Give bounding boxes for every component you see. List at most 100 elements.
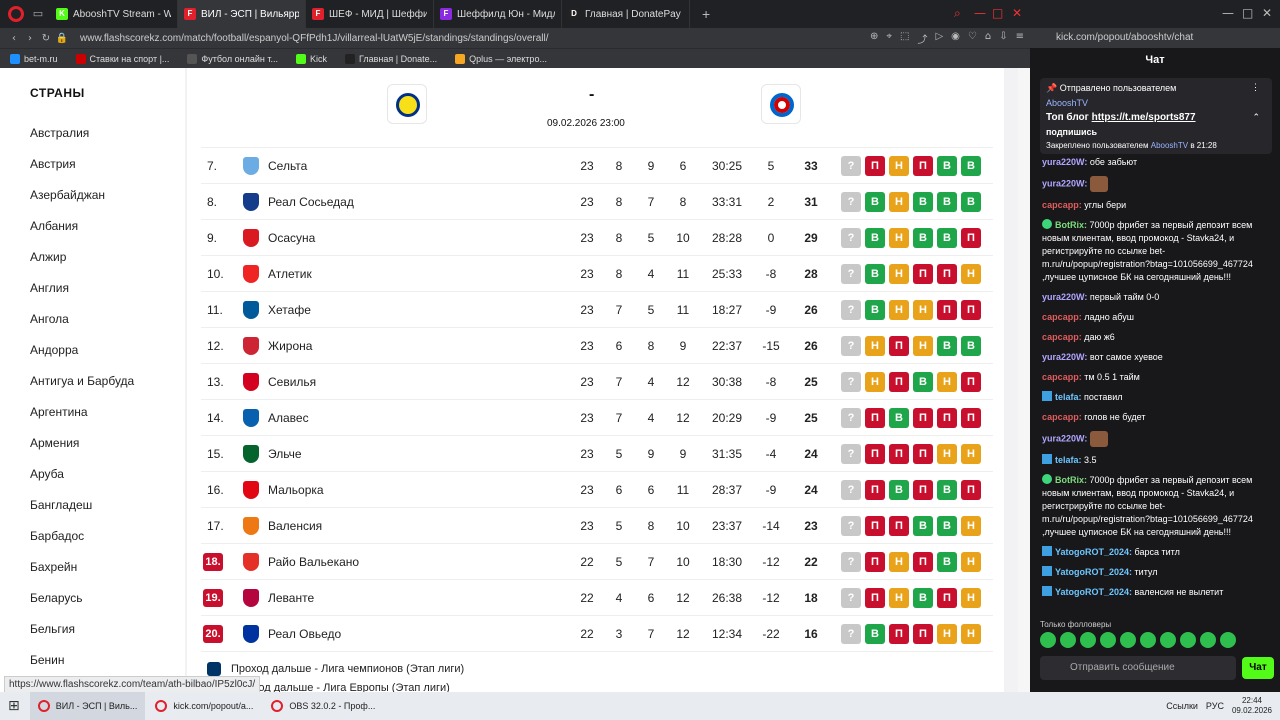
lang-indicator[interactable]: РУС xyxy=(1205,701,1224,711)
home-icon[interactable]: ⌂ xyxy=(984,31,992,42)
opera-logo-icon[interactable] xyxy=(8,6,24,22)
emote-icon[interactable] xyxy=(1140,632,1156,648)
form-badge[interactable]: Н xyxy=(961,516,981,536)
form-badge[interactable]: ? xyxy=(841,588,861,608)
pinned-sent-user[interactable]: AbooshTV xyxy=(1046,98,1089,108)
form-badge[interactable]: Н xyxy=(961,264,981,284)
chat-input[interactable]: Отправить сообщение xyxy=(1040,656,1236,680)
team-name-link[interactable]: Мальорка xyxy=(268,483,324,497)
form-badge[interactable]: В xyxy=(937,156,957,176)
form-badge[interactable]: П xyxy=(889,336,909,356)
close-icon[interactable]: ✕ xyxy=(1012,6,1023,20)
form-badge[interactable]: ? xyxy=(841,480,861,500)
form-badge[interactable]: П xyxy=(865,516,885,536)
play-icon[interactable]: ▷ xyxy=(935,31,944,42)
form-badge[interactable]: Н xyxy=(889,156,909,176)
clock[interactable]: 22:44 09.02.2026 xyxy=(1232,696,1272,716)
forward-icon[interactable]: › xyxy=(28,32,32,44)
form-badge[interactable]: Н xyxy=(889,228,909,248)
form-badge[interactable]: Н xyxy=(889,300,909,320)
chat-username[interactable]: yura220W: xyxy=(1042,292,1088,302)
chat-username[interactable]: telafa: xyxy=(1055,392,1082,402)
form-badge[interactable]: В xyxy=(913,372,933,392)
links-label[interactable]: Ссылки xyxy=(1166,701,1198,711)
form-badge[interactable]: П xyxy=(889,444,909,464)
maximize-icon[interactable]: □ xyxy=(992,6,1004,20)
form-badge[interactable]: П xyxy=(865,408,885,428)
form-badge[interactable]: П xyxy=(961,300,981,320)
emote-icon[interactable] xyxy=(1120,632,1136,648)
team-name-link[interactable]: Алавес xyxy=(268,411,309,425)
snapshot-icon[interactable]: ⬚ xyxy=(900,31,910,42)
url-field[interactable]: www.flashscorekz.com/match/football/espa… xyxy=(80,32,549,44)
emote-icon[interactable] xyxy=(1180,632,1196,648)
chat-username[interactable]: сарсарр: xyxy=(1042,332,1082,342)
unpin-icon[interactable]: ⋮ xyxy=(1251,82,1260,92)
browser-tab[interactable]: D Главная | DonatePay xyxy=(562,0,690,28)
chat-username[interactable]: сарсарр: xyxy=(1042,200,1082,210)
table-row[interactable]: 19. Леванте 22 4 6 12 26:38 -12 18? П Н В П Н xyxy=(201,580,993,616)
table-row[interactable]: 14. Алавес 23 7 4 12 20:29 -9 25? П В П П П xyxy=(201,400,993,436)
form-badge[interactable]: В xyxy=(937,192,957,212)
form-badge[interactable]: В xyxy=(937,552,957,572)
bookmark-item[interactable]: Qplus — электро... xyxy=(455,53,547,64)
emote-icon[interactable] xyxy=(1040,632,1056,648)
form-badge[interactable]: В xyxy=(961,336,981,356)
form-badge[interactable]: П xyxy=(865,156,885,176)
form-badge[interactable]: Н xyxy=(937,624,957,644)
table-row[interactable]: 11. Хетафе 23 7 5 11 18:27 -9 26? В Н Н П П xyxy=(201,292,993,328)
form-badge[interactable]: В xyxy=(937,516,957,536)
country-link[interactable]: Австралия xyxy=(30,126,90,140)
team-name-link[interactable]: Сельта xyxy=(268,159,308,173)
bookmark-item[interactable]: bet-m.ru xyxy=(10,53,58,64)
team-name-link[interactable]: Севилья xyxy=(268,375,317,389)
form-badge[interactable]: П xyxy=(889,516,909,536)
form-badge[interactable]: ? xyxy=(841,336,861,356)
form-badge[interactable]: Н xyxy=(913,336,933,356)
country-link[interactable]: Беларусь xyxy=(30,591,83,605)
form-badge[interactable]: Н xyxy=(937,372,957,392)
form-badge[interactable]: В xyxy=(913,192,933,212)
bookmark-item[interactable]: Ставки на спорт |... xyxy=(75,53,169,64)
table-row[interactable] xyxy=(201,112,993,148)
form-badge[interactable]: П xyxy=(913,156,933,176)
home-team-logo[interactable] xyxy=(387,84,427,124)
taskbar-app[interactable]: OBS 32.0.2 - Проф... xyxy=(263,692,383,720)
country-link[interactable]: Антигуа и Барбуда xyxy=(30,374,135,388)
back-icon[interactable]: ‹ xyxy=(12,32,16,44)
team-name-link[interactable]: Хетафе xyxy=(268,303,311,317)
team-name-link[interactable]: Жирона xyxy=(268,339,313,353)
team-name-link[interactable]: Валенсия xyxy=(268,519,323,533)
pin-icon[interactable]: ⌖ xyxy=(886,31,892,42)
bookmark-item[interactable]: Kick xyxy=(295,53,327,64)
chat-username[interactable]: BotRix: xyxy=(1055,220,1087,230)
browser-tab[interactable]: F ШЕФ - МИД | Шеффилд У xyxy=(306,0,434,28)
form-badge[interactable]: П xyxy=(913,624,933,644)
country-link[interactable]: Бенин xyxy=(30,653,65,667)
table-row[interactable]: 16. Мальорка 23 6 6 11 28:37 -9 24? П В П В П xyxy=(201,472,993,508)
form-badge[interactable]: Н xyxy=(961,444,981,464)
form-badge[interactable]: П xyxy=(961,480,981,500)
form-badge[interactable]: ? xyxy=(841,228,861,248)
emote-icon[interactable] xyxy=(1100,632,1116,648)
form-badge[interactable]: П xyxy=(961,372,981,392)
away-team-logo[interactable] xyxy=(761,84,801,124)
team-name-link[interactable]: Реал Овьедо xyxy=(268,627,342,641)
reload-icon[interactable]: ↻ xyxy=(41,32,51,44)
table-row[interactable]: 18. Райо Вальекано 22 5 7 10 18:30 -12 22? П Н П В Н xyxy=(201,544,993,580)
form-badge[interactable]: В xyxy=(937,480,957,500)
table-row[interactable]: 13. Севилья 23 7 4 12 30:38 -8 25? Н П В Н П xyxy=(201,364,993,400)
table-row[interactable]: 9. Осасуна 23 8 5 10 28:28 0 29? В Н В В П xyxy=(201,220,993,256)
form-badge[interactable]: Н xyxy=(889,588,909,608)
chat-address-bar[interactable]: kick.com/popout/abooshtv/chat xyxy=(1030,28,1280,48)
country-link[interactable]: Азербайджан xyxy=(30,188,106,202)
browser-tab[interactable]: K AbooshTV Stream - Watch xyxy=(50,0,178,28)
form-badge[interactable]: П xyxy=(889,372,909,392)
country-link[interactable]: Бангладеш xyxy=(30,498,93,512)
form-badge[interactable]: Н xyxy=(961,624,981,644)
zoom-icon[interactable]: ⊕ xyxy=(869,31,879,42)
bookmark-item[interactable]: Футбол онлайн т... xyxy=(187,53,278,64)
pinned-by-user[interactable]: AbooshTV xyxy=(1150,141,1189,150)
form-badge[interactable]: П xyxy=(913,408,933,428)
heart-icon[interactable]: ♡ xyxy=(967,31,977,42)
